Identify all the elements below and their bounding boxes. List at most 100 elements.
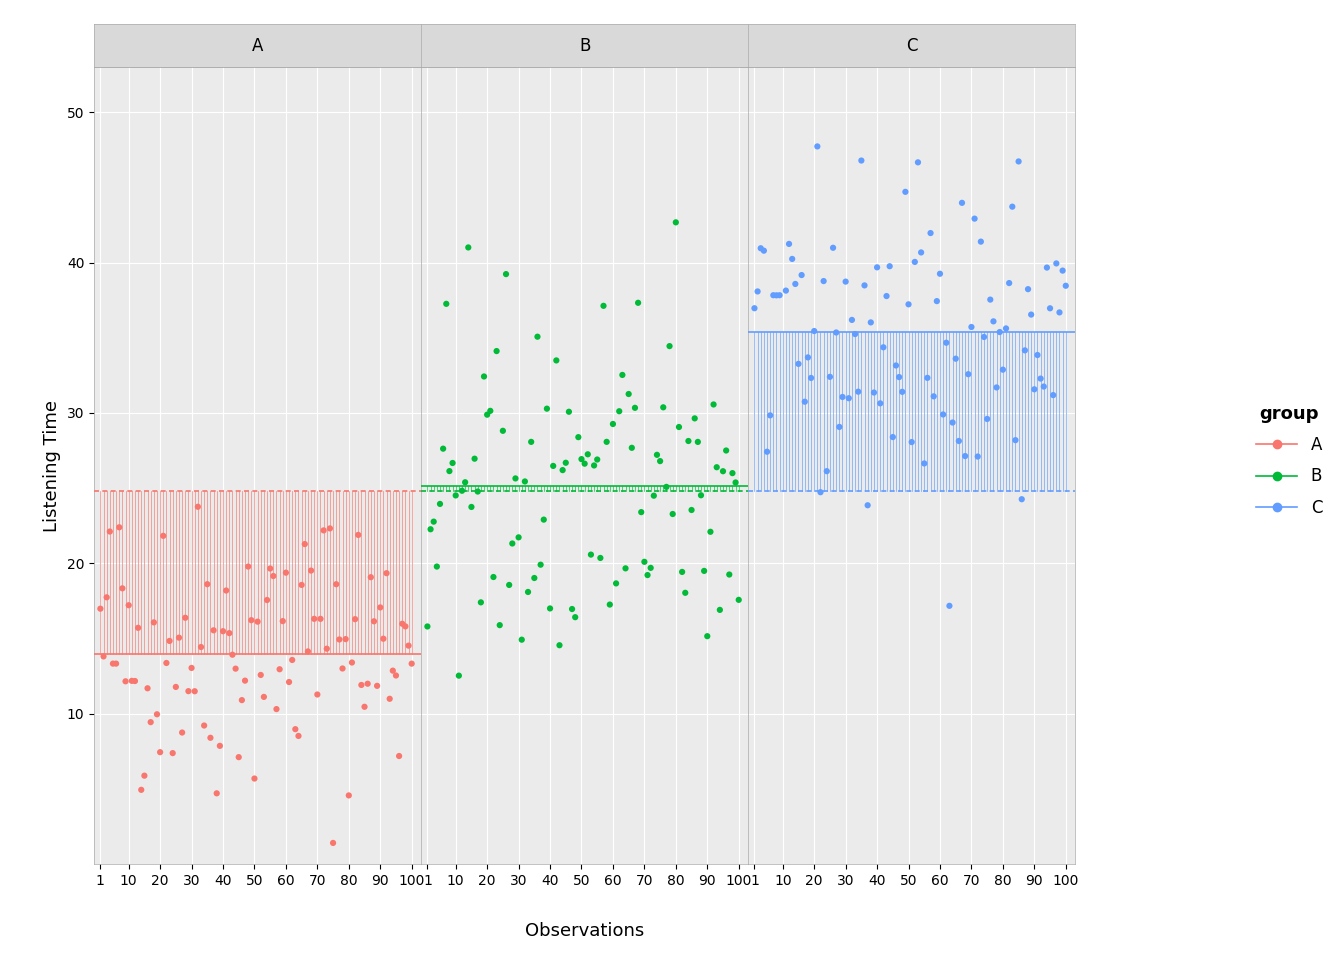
Point [297,644,319,660]
Point [442,455,464,470]
Point [1034,379,1055,395]
Point [659,339,680,354]
Point [700,524,722,540]
Point [149,745,171,760]
Point [391,616,413,632]
Point [175,611,196,626]
Point [762,288,784,303]
Point [879,258,900,274]
Point [372,631,394,646]
Point [917,371,938,386]
Point [423,514,445,529]
Point [724,475,746,491]
Point [966,449,988,465]
Point [489,617,511,633]
Point [1017,281,1039,297]
Point [870,396,891,411]
Point [247,614,269,630]
Point [281,652,302,667]
Point [219,626,241,641]
Point [457,240,478,255]
Point [194,718,215,733]
Point [809,485,831,500]
Point [769,288,790,303]
Point [860,315,882,330]
Point [841,312,863,327]
Point [496,267,517,282]
Point [253,689,274,705]
Point [618,386,640,401]
Point [835,274,856,289]
Point [228,750,250,765]
Point [804,324,825,339]
Point [1036,260,1058,276]
Point [938,598,960,613]
Point [672,564,694,580]
Point [118,597,140,612]
Point [445,488,466,503]
Point [996,321,1017,336]
Point [370,600,391,615]
Point [172,725,194,740]
Point [133,768,155,783]
Point [839,391,860,406]
Point [785,276,806,292]
Point [452,483,473,498]
Point [105,656,126,671]
Point [818,370,841,385]
Point [112,581,133,596]
Point [335,632,356,647]
Point [114,674,136,689]
Point [1027,348,1048,363]
Point [571,451,593,467]
Point [520,434,542,449]
Point [1043,388,1064,403]
Point [973,329,995,345]
Point [386,668,407,684]
Point [269,661,290,677]
Point [552,463,574,478]
Point [206,785,227,801]
Point [348,527,370,542]
Point [982,314,1004,329]
Point [919,226,941,241]
Point [567,429,589,444]
Point [323,835,344,851]
Point [187,499,208,515]
Point [867,259,888,275]
Point [476,407,497,422]
Point [961,320,982,335]
Point [989,324,1011,340]
Point [750,241,771,256]
Point [300,563,321,578]
Point [212,624,234,639]
Point [435,296,457,311]
Point [957,367,978,382]
Point [492,423,513,439]
Point [231,692,253,708]
Point [728,592,750,608]
Point [577,446,598,462]
Point [250,667,271,683]
Point [684,411,706,426]
Point [124,673,145,688]
Point [642,488,664,503]
Point [942,415,964,430]
Point [482,569,504,585]
Point [90,601,112,616]
Point [696,629,718,644]
Point [633,554,655,569]
Point [933,407,954,422]
Point [466,484,488,499]
Point [1020,307,1042,323]
Point [794,394,816,409]
Point [886,358,907,373]
Point [508,530,530,545]
Point [222,647,243,662]
Point [630,504,652,519]
Point [152,528,173,543]
Point [976,411,997,426]
Point [583,458,605,473]
Point [694,564,715,579]
Point [621,440,642,455]
